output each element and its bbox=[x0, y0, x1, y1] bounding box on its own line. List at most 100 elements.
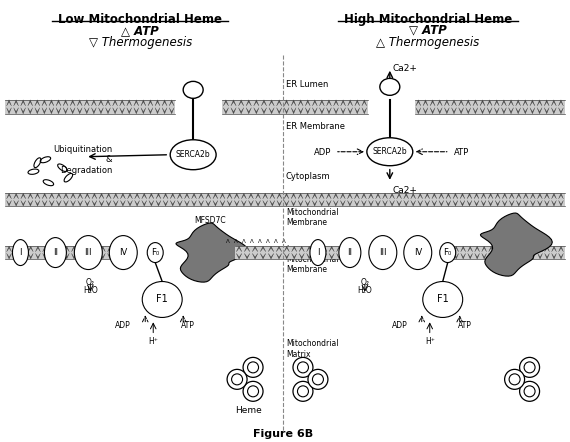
Polygon shape bbox=[238, 100, 244, 106]
Polygon shape bbox=[35, 100, 40, 106]
Polygon shape bbox=[530, 193, 535, 199]
Polygon shape bbox=[460, 193, 465, 199]
Ellipse shape bbox=[423, 282, 463, 317]
Polygon shape bbox=[231, 108, 236, 114]
Polygon shape bbox=[42, 200, 47, 206]
Text: I: I bbox=[317, 248, 319, 257]
Bar bbox=[6, 100, 175, 114]
Polygon shape bbox=[254, 100, 259, 106]
Text: III: III bbox=[379, 248, 386, 257]
Polygon shape bbox=[284, 193, 289, 199]
Polygon shape bbox=[71, 246, 76, 252]
Bar bbox=[415, 100, 564, 114]
Polygon shape bbox=[523, 193, 528, 199]
Polygon shape bbox=[390, 200, 394, 206]
Ellipse shape bbox=[380, 78, 400, 95]
Bar bbox=[283, 193, 564, 206]
Polygon shape bbox=[108, 253, 112, 259]
Polygon shape bbox=[552, 253, 556, 259]
Polygon shape bbox=[355, 108, 360, 114]
Polygon shape bbox=[319, 108, 324, 114]
Polygon shape bbox=[43, 253, 48, 259]
Polygon shape bbox=[390, 193, 394, 199]
Polygon shape bbox=[416, 100, 421, 106]
Text: Λ: Λ bbox=[242, 239, 246, 244]
Polygon shape bbox=[64, 246, 70, 252]
Polygon shape bbox=[99, 193, 104, 199]
Polygon shape bbox=[220, 200, 225, 206]
Polygon shape bbox=[502, 108, 506, 114]
Text: F1: F1 bbox=[156, 294, 168, 305]
Polygon shape bbox=[56, 100, 61, 106]
Text: Outer
Mitochondrial
Membrane: Outer Mitochondrial Membrane bbox=[286, 198, 339, 228]
Polygon shape bbox=[42, 100, 47, 106]
Polygon shape bbox=[141, 100, 146, 106]
Polygon shape bbox=[551, 108, 556, 114]
Polygon shape bbox=[276, 246, 282, 252]
Text: ATP: ATP bbox=[181, 321, 195, 331]
Polygon shape bbox=[113, 100, 117, 106]
Polygon shape bbox=[559, 246, 564, 252]
Ellipse shape bbox=[339, 238, 361, 267]
Polygon shape bbox=[461, 253, 466, 259]
Polygon shape bbox=[439, 200, 444, 206]
Polygon shape bbox=[128, 193, 132, 199]
Polygon shape bbox=[473, 108, 478, 114]
Polygon shape bbox=[496, 246, 500, 252]
Polygon shape bbox=[430, 108, 435, 114]
Polygon shape bbox=[113, 108, 117, 114]
Polygon shape bbox=[348, 108, 353, 114]
Polygon shape bbox=[523, 100, 528, 106]
Polygon shape bbox=[445, 100, 449, 106]
Text: ER Membrane: ER Membrane bbox=[286, 122, 345, 131]
Polygon shape bbox=[312, 100, 317, 106]
Polygon shape bbox=[63, 200, 68, 206]
Polygon shape bbox=[120, 200, 125, 206]
Polygon shape bbox=[115, 253, 120, 259]
Polygon shape bbox=[84, 108, 89, 114]
Polygon shape bbox=[163, 193, 168, 199]
Polygon shape bbox=[305, 200, 310, 206]
Polygon shape bbox=[276, 253, 282, 259]
Polygon shape bbox=[71, 253, 76, 259]
Polygon shape bbox=[21, 246, 26, 252]
Polygon shape bbox=[516, 100, 520, 106]
Polygon shape bbox=[461, 246, 466, 252]
Polygon shape bbox=[509, 193, 514, 199]
Polygon shape bbox=[475, 246, 479, 252]
Text: ▽ Thermogenesis: ▽ Thermogenesis bbox=[88, 36, 192, 49]
Text: ER Lumen: ER Lumen bbox=[286, 80, 328, 89]
Ellipse shape bbox=[298, 362, 308, 373]
Polygon shape bbox=[135, 200, 140, 206]
Polygon shape bbox=[270, 200, 275, 206]
Polygon shape bbox=[120, 193, 125, 199]
Polygon shape bbox=[234, 193, 239, 199]
Polygon shape bbox=[298, 193, 303, 199]
Polygon shape bbox=[327, 100, 331, 106]
Polygon shape bbox=[185, 200, 189, 206]
Polygon shape bbox=[220, 193, 225, 199]
Polygon shape bbox=[231, 100, 236, 106]
Polygon shape bbox=[206, 200, 211, 206]
Polygon shape bbox=[481, 193, 486, 199]
Polygon shape bbox=[185, 193, 189, 199]
Polygon shape bbox=[326, 200, 331, 206]
Polygon shape bbox=[494, 108, 499, 114]
Polygon shape bbox=[544, 108, 549, 114]
Polygon shape bbox=[142, 193, 146, 199]
Polygon shape bbox=[502, 100, 506, 106]
Polygon shape bbox=[411, 200, 416, 206]
Polygon shape bbox=[291, 200, 296, 206]
Polygon shape bbox=[329, 253, 334, 259]
Polygon shape bbox=[382, 193, 388, 199]
Polygon shape bbox=[246, 100, 251, 106]
Polygon shape bbox=[134, 100, 139, 106]
Polygon shape bbox=[255, 193, 260, 199]
Polygon shape bbox=[524, 253, 528, 259]
Polygon shape bbox=[49, 100, 54, 106]
Polygon shape bbox=[516, 253, 522, 259]
Polygon shape bbox=[468, 253, 473, 259]
Polygon shape bbox=[516, 108, 520, 114]
Ellipse shape bbox=[183, 81, 203, 98]
Bar bbox=[222, 100, 283, 114]
